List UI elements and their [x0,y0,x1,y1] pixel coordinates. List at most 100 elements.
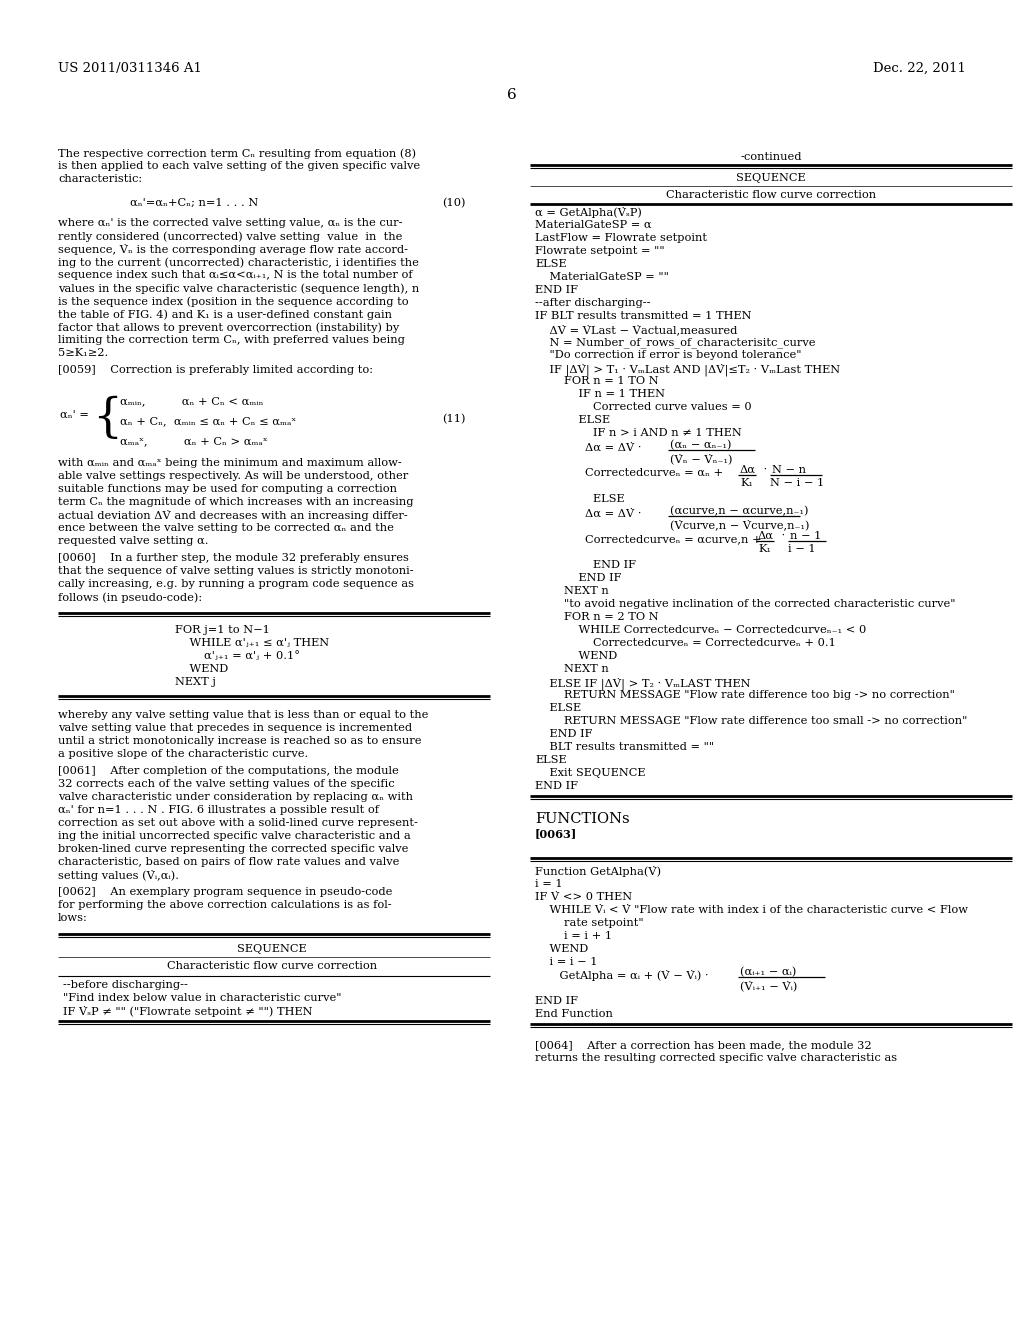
Text: i = i + 1: i = i + 1 [535,931,612,941]
Text: ing to the current (uncorrected) characteristic, i identifies the: ing to the current (uncorrected) charact… [58,257,419,268]
Text: [0059]    Correction is preferably limited according to:: [0059] Correction is preferably limited … [58,366,373,375]
Text: α = GetAlpha(V̇ₛP): α = GetAlpha(V̇ₛP) [535,207,642,218]
Text: for performing the above correction calculations is as fol-: for performing the above correction calc… [58,900,391,909]
Text: WEND: WEND [535,944,588,954]
Text: Δα: Δα [758,531,774,541]
Text: α'ⱼ₊₁ = α'ⱼ + 0.1°: α'ⱼ₊₁ = α'ⱼ + 0.1° [175,651,300,661]
Text: NEXT n: NEXT n [535,586,608,597]
Text: NEXT j: NEXT j [175,677,216,686]
Text: Correctedcurveₙ = αₙ +: Correctedcurveₙ = αₙ + [585,469,723,478]
Text: [0062]    An exemplary program sequence in pseudo-code: [0062] An exemplary program sequence in … [58,887,392,898]
Text: FOR n = 2 TO N: FOR n = 2 TO N [535,612,658,622]
Text: BLT results transmitted = "": BLT results transmitted = "" [535,742,714,752]
Text: limiting the correction term Cₙ, with preferred values being: limiting the correction term Cₙ, with pr… [58,335,404,345]
Text: MaterialGateSP = "": MaterialGateSP = "" [535,272,669,282]
Text: FOR j=1 to N−1: FOR j=1 to N−1 [175,624,270,635]
Text: ELSE: ELSE [535,414,610,425]
Text: [0064]    After a correction has been made, the module 32: [0064] After a correction has been made,… [535,1040,871,1049]
Text: ELSE IF |ΔV̇| > T₂ · VₘLAST THEN: ELSE IF |ΔV̇| > T₂ · VₘLAST THEN [535,677,751,689]
Text: the table of FIG. 4) and K₁ is a user-defined constant gain: the table of FIG. 4) and K₁ is a user-de… [58,309,392,319]
Text: IF BLT results transmitted = 1 THEN: IF BLT results transmitted = 1 THEN [535,312,752,321]
Text: i = i − 1: i = i − 1 [535,957,597,968]
Text: END IF: END IF [535,729,593,739]
Text: FOR n = 1 TO N: FOR n = 1 TO N [535,376,658,385]
Text: N − i − 1: N − i − 1 [770,478,824,488]
Text: actual deviation ΔV̇ and decreases with an increasing differ-: actual deviation ΔV̇ and decreases with … [58,510,408,521]
Text: RETURN MESSAGE "Flow rate difference too big -> no correction": RETURN MESSAGE "Flow rate difference too… [535,690,954,700]
Text: IF V̇ <> 0 THEN: IF V̇ <> 0 THEN [535,892,632,902]
Text: is the sequence index (position in the sequence according to: is the sequence index (position in the s… [58,296,409,306]
Text: sequence, V̇ₙ is the corresponding average flow rate accord-: sequence, V̇ₙ is the corresponding avera… [58,244,408,255]
Text: ELSE: ELSE [535,494,625,504]
Text: Correctedcurveₙ = Correctedcurveₙ + 0.1: Correctedcurveₙ = Correctedcurveₙ + 0.1 [535,638,836,648]
Text: Exit SEQUENCE: Exit SEQUENCE [535,768,645,777]
Text: Corrected curve values = 0: Corrected curve values = 0 [535,403,752,412]
Text: with αₘᵢₙ and αₘₐˣ being the minimum and maximum allow-: with αₘᵢₙ and αₘₐˣ being the minimum and… [58,458,401,469]
Text: ence between the valve setting to be corrected αₙ and the: ence between the valve setting to be cor… [58,523,394,533]
Text: The respective correction term Cₙ resulting from equation (8): The respective correction term Cₙ result… [58,148,416,158]
Text: valve setting value that precedes in sequence is incremented: valve setting value that precedes in seq… [58,723,412,733]
Text: ·: · [778,531,788,541]
Text: MaterialGateSP = α: MaterialGateSP = α [535,220,651,230]
Text: (αcurve,n − αcurve,n₋₁): (αcurve,n − αcurve,n₋₁) [670,506,809,516]
Text: rate setpoint": rate setpoint" [535,917,644,928]
Text: Δα: Δα [740,465,756,475]
Text: Correctedcurveₙ = αcurve,n +: Correctedcurveₙ = αcurve,n + [585,535,762,544]
Text: --after discharging--: --after discharging-- [535,298,650,308]
Text: follows (in pseudo-code):: follows (in pseudo-code): [58,591,202,602]
Text: IF |ΔV̇| > T₁ · VₘLast AND |ΔV̇|≤T₂ · VₘLast THEN: IF |ΔV̇| > T₁ · VₘLast AND |ΔV̇|≤T₂ · Vₘ… [535,363,840,376]
Text: where αₙ' is the corrected valve setting value, αₙ is the cur-: where αₙ' is the corrected valve setting… [58,218,402,228]
Text: (V̇ₙ − V̇ₙ₋₁): (V̇ₙ − V̇ₙ₋₁) [670,453,732,463]
Text: valve characteristic under consideration by replacing αₙ with: valve characteristic under consideration… [58,792,413,803]
Text: LastFlow = Flowrate setpoint: LastFlow = Flowrate setpoint [535,234,707,243]
Text: ELSE: ELSE [535,755,566,766]
Text: ·: · [760,465,771,475]
Text: ΔV̇ = V̇Last − V̇actual,measured: ΔV̇ = V̇Last − V̇actual,measured [535,323,737,335]
Text: WEND: WEND [175,664,228,675]
Text: broken-lined curve representing the corrected specific valve: broken-lined curve representing the corr… [58,843,409,854]
Text: requested valve setting α.: requested valve setting α. [58,536,209,546]
Text: Characteristic flow curve correction: Characteristic flow curve correction [666,190,877,201]
Text: Function GetAlpha(V̇): Function GetAlpha(V̇) [535,866,662,876]
Text: -continued: -continued [740,152,802,162]
Text: WHILE α'ⱼ₊₁ ≤ α'ⱼ THEN: WHILE α'ⱼ₊₁ ≤ α'ⱼ THEN [175,638,329,648]
Text: returns the resulting corrected specific valve characteristic as: returns the resulting corrected specific… [535,1053,897,1063]
Text: until a strict monotonically increase is reached so as to ensure: until a strict monotonically increase is… [58,737,422,746]
Text: K₁: K₁ [740,478,753,488]
Text: "to avoid negative inclination of the corrected characteristic curve": "to avoid negative inclination of the co… [535,599,955,609]
Text: {: { [92,396,122,441]
Text: i − 1: i − 1 [788,544,816,554]
Text: WHILE V̇ᵢ < V̇ "Flow rate with index i of the characteristic curve < Flow: WHILE V̇ᵢ < V̇ "Flow rate with index i o… [535,906,968,915]
Text: rently considered (uncorrected) valve setting  value  in  the: rently considered (uncorrected) valve se… [58,231,402,242]
Text: Flowrate setpoint = "": Flowrate setpoint = "" [535,246,665,256]
Text: αₙ + Cₙ,  αₘᵢₙ ≤ αₙ + Cₙ ≤ αₘₐˣ: αₙ + Cₙ, αₘᵢₙ ≤ αₙ + Cₙ ≤ αₘₐˣ [120,416,296,426]
Text: WHILE Correctedcurveₙ − Correctedcurveₙ₋₁ < 0: WHILE Correctedcurveₙ − Correctedcurveₙ₋… [535,624,866,635]
Text: [0061]    After completion of the computations, the module: [0061] After completion of the computati… [58,766,398,776]
Text: Δα = ΔV̇ ·: Δα = ΔV̇ · [585,444,641,453]
Text: Δα = ΔV̇ ·: Δα = ΔV̇ · [585,510,641,519]
Text: αₙ' for n=1 . . . N . FIG. 6 illustrates a possible result of: αₙ' for n=1 . . . N . FIG. 6 illustrates… [58,805,379,814]
Text: WEND: WEND [535,651,617,661]
Text: K₁: K₁ [758,544,771,554]
Text: [0063]: [0063] [535,828,578,840]
Text: N − n: N − n [772,465,806,475]
Text: US 2011/0311346 A1: US 2011/0311346 A1 [58,62,202,75]
Text: SEQUENCE: SEQUENCE [238,944,307,954]
Text: NEXT n: NEXT n [535,664,608,675]
Text: "Do correction if error is beyond tolerance": "Do correction if error is beyond tolera… [535,350,802,360]
Text: End Function: End Function [535,1008,613,1019]
Text: ing the initial uncorrected specific valve characteristic and a: ing the initial uncorrected specific val… [58,832,411,841]
Text: (αᵢ₊₁ − αᵢ): (αᵢ₊₁ − αᵢ) [740,968,797,977]
Text: characteristic:: characteristic: [58,174,142,183]
Text: n − 1: n − 1 [790,531,821,541]
Text: "Find index below value in characteristic curve": "Find index below value in characteristi… [63,993,341,1003]
Text: FUNCTIONs: FUNCTIONs [535,812,630,826]
Text: lows:: lows: [58,913,88,923]
Text: RETURN MESSAGE "Flow rate difference too small -> no correction": RETURN MESSAGE "Flow rate difference too… [535,715,968,726]
Text: term Cₙ the magnitude of which increases with an increasing: term Cₙ the magnitude of which increases… [58,498,414,507]
Text: GetAlpha = αᵢ + (V̇ − V̇ᵢ) ·: GetAlpha = αᵢ + (V̇ − V̇ᵢ) · [545,970,709,981]
Text: a positive slope of the characteristic curve.: a positive slope of the characteristic c… [58,748,308,759]
Text: i = 1: i = 1 [535,879,562,888]
Text: αₘᵢₙ,          αₙ + Cₙ < αₘᵢₙ: αₘᵢₙ, αₙ + Cₙ < αₘᵢₙ [120,396,263,407]
Text: END IF: END IF [535,997,578,1006]
